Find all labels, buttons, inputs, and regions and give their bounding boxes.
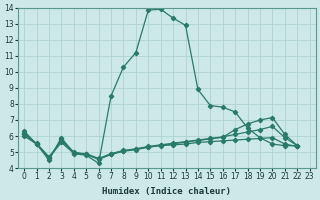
X-axis label: Humidex (Indice chaleur): Humidex (Indice chaleur) — [102, 187, 231, 196]
